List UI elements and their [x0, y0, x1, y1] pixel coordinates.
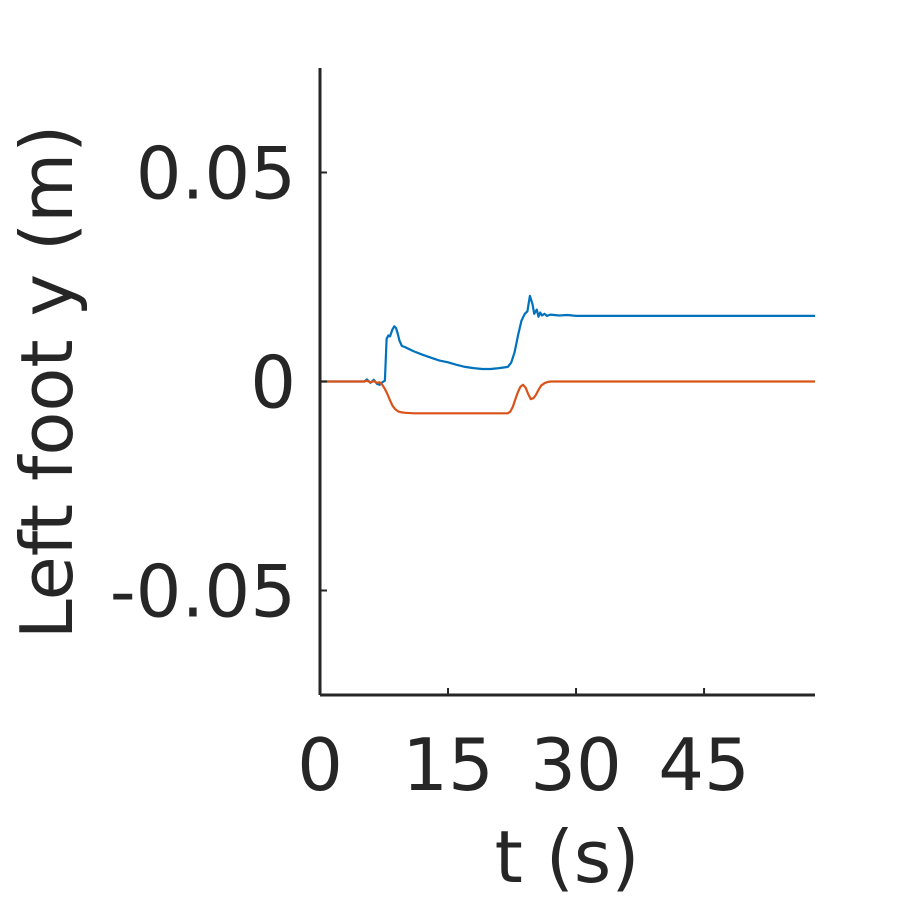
x-tick-label: 45: [658, 723, 750, 807]
x-tick-label: 30: [530, 723, 622, 807]
series-line-1: [320, 294, 815, 386]
y-tick-label: 0.05: [136, 132, 296, 216]
y-tick-label: 0: [250, 341, 296, 425]
y-axis-label: Left foot y (m): [5, 125, 89, 640]
x-axis-label: t (s): [495, 815, 640, 899]
series-line-2: [320, 379, 815, 415]
plot-area: [320, 294, 815, 415]
x-tick-label: 0: [297, 723, 343, 807]
y-tick-label: -0.05: [110, 550, 296, 634]
y-axis-ticks: -0.05 0 0.05: [110, 132, 327, 634]
x-axis-ticks: 0 15 30 45: [297, 688, 750, 807]
x-tick-label: 15: [402, 723, 494, 807]
